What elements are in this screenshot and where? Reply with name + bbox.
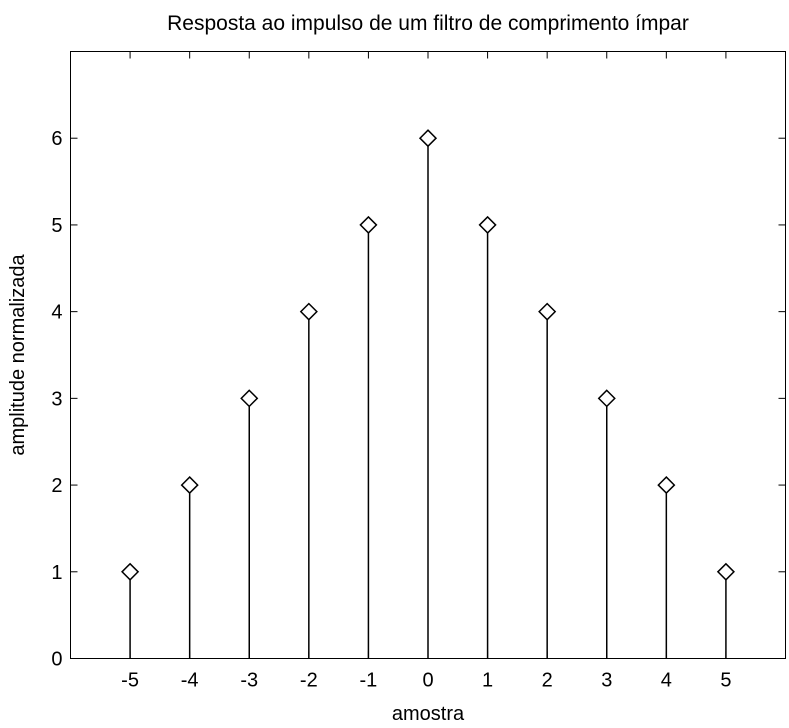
x-tick-label: -3 [240, 670, 258, 692]
x-tick-label: -2 [300, 670, 318, 692]
y-tick-label: 3 [51, 388, 62, 410]
y-tick-label: 0 [51, 649, 62, 671]
diamond-marker [478, 215, 497, 234]
x-tick-label: 3 [601, 670, 612, 692]
diamond-marker [180, 476, 199, 495]
y-tick-label: 6 [51, 128, 62, 150]
diamond-marker [418, 129, 438, 148]
x-tick-label: 0 [422, 670, 433, 692]
stem-point [180, 476, 199, 659]
stem-series [121, 129, 735, 659]
x-tick-label: -5 [121, 670, 139, 692]
diamond-marker [597, 389, 616, 408]
stem-point [716, 562, 735, 659]
stem-point [478, 215, 497, 659]
x-tick-label: 2 [542, 670, 553, 692]
y-tick-label: 5 [51, 215, 62, 237]
x-tick-label: -4 [181, 670, 199, 692]
y-tick-label: 1 [51, 562, 62, 584]
diamond-marker [657, 476, 676, 495]
stem-point [240, 389, 259, 659]
x-tick-label: 1 [482, 670, 493, 692]
y-tick-label: 2 [51, 475, 62, 497]
x-tick-label: 5 [720, 670, 731, 692]
stem-point [121, 562, 140, 659]
stem-point [359, 215, 378, 659]
stem-point [597, 389, 616, 659]
diamond-marker [716, 562, 735, 581]
diamond-marker [359, 215, 378, 234]
diamond-marker [538, 302, 557, 321]
stem-point [538, 302, 557, 659]
stem-point [299, 302, 318, 659]
stem-point [418, 129, 438, 659]
stem-point [657, 476, 676, 659]
x-tick-label: 4 [661, 670, 672, 692]
x-axis-label: amostra [392, 703, 465, 725]
y-axis-label: amplitude normalizada [7, 254, 29, 456]
chart-title: Resposta ao impulso de um filtro de comp… [167, 12, 689, 35]
diamond-marker [240, 389, 259, 408]
diamond-marker [299, 302, 318, 321]
y-tick-label: 4 [51, 302, 62, 324]
diamond-marker [121, 562, 140, 581]
x-tick-label: -1 [360, 670, 378, 692]
y-axis-ticks: 0 1 2 3 4 5 6 [51, 128, 786, 671]
